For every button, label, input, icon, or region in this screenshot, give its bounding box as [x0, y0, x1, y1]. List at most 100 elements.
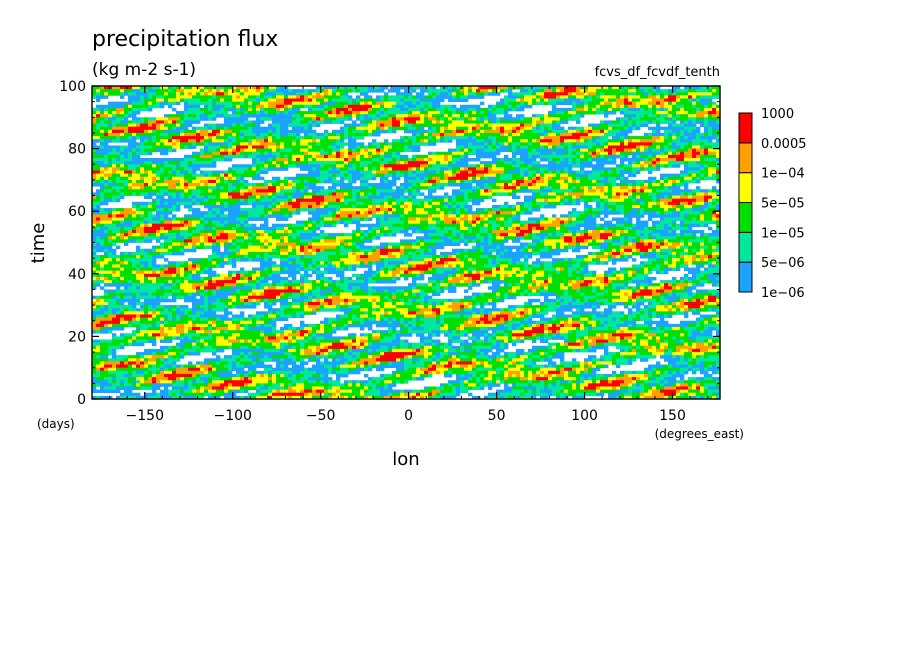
heatmap-cell — [632, 189, 637, 193]
heatmap-cell — [244, 111, 249, 115]
heatmap-cell — [320, 167, 325, 171]
heatmap-cell — [208, 92, 213, 96]
heatmap-cell — [556, 129, 561, 134]
heatmap-cell — [348, 161, 353, 165]
heatmap-cell — [128, 151, 133, 156]
heatmap-cell — [608, 132, 613, 137]
heatmap-cell — [536, 164, 541, 168]
heatmap-cell — [148, 161, 153, 165]
heatmap-cell — [320, 157, 325, 162]
heatmap-cell — [380, 154, 385, 159]
heatmap-cell — [268, 114, 273, 118]
heatmap-cell — [492, 104, 497, 109]
heatmap-cell — [644, 123, 649, 128]
heatmap-cell — [100, 192, 105, 196]
heatmap-cell — [644, 179, 649, 184]
heatmap-cell — [376, 129, 381, 134]
heatmap-cell — [136, 95, 141, 99]
heatmap-cell — [624, 132, 629, 137]
heatmap-cell — [228, 145, 233, 149]
heatmap-cell — [644, 154, 649, 159]
heatmap-cell — [532, 173, 537, 178]
heatmap-cell — [176, 86, 181, 90]
heatmap-cell — [268, 145, 273, 149]
heatmap-cell — [216, 111, 221, 115]
heatmap-cell — [452, 189, 457, 193]
heatmap-cell — [260, 161, 265, 165]
heatmap-cell — [128, 98, 133, 102]
heatmap-cell — [284, 136, 289, 140]
heatmap-cell — [576, 98, 581, 102]
heatmap-cell — [404, 89, 409, 93]
heatmap-cell — [228, 129, 233, 134]
heatmap-cell — [560, 136, 565, 140]
heatmap-cell — [636, 139, 641, 143]
heatmap-cell — [632, 114, 637, 118]
heatmap-cell — [328, 179, 333, 184]
heatmap-cell — [704, 161, 709, 165]
heatmap-cell — [140, 148, 145, 153]
heatmap-cell — [244, 129, 249, 134]
heatmap-cell — [600, 176, 605, 181]
heatmap-cell — [336, 192, 341, 196]
heatmap-cell — [644, 107, 649, 112]
heatmap-cell — [268, 95, 273, 99]
heatmap-cell — [180, 95, 185, 99]
heatmap-cell — [588, 104, 593, 109]
heatmap-cell — [296, 154, 301, 159]
heatmap-cell — [616, 136, 621, 140]
heatmap-cell — [180, 157, 185, 162]
heatmap-cell — [248, 142, 253, 146]
heatmap-cell — [156, 86, 161, 90]
heatmap-cell — [200, 173, 205, 178]
heatmap-cell — [484, 145, 489, 149]
heatmap-cell — [288, 154, 293, 159]
heatmap-cell — [240, 139, 245, 143]
heatmap-cell — [608, 120, 613, 124]
heatmap-cell — [228, 151, 233, 156]
heatmap-cell — [456, 157, 461, 162]
heatmap-cell — [164, 126, 169, 131]
heatmap-cell — [204, 151, 209, 156]
heatmap-cell — [152, 126, 157, 131]
heatmap-cell — [204, 117, 209, 121]
heatmap-cell — [384, 176, 389, 181]
heatmap-cell — [544, 183, 549, 187]
heatmap-cell — [652, 86, 657, 90]
heatmap-cell — [660, 151, 665, 156]
heatmap-cell — [572, 139, 577, 143]
heatmap-cell — [632, 183, 637, 187]
heatmap-cell — [624, 129, 629, 134]
heatmap-cell — [692, 154, 697, 159]
heatmap-cell — [424, 132, 429, 137]
heatmap-cell — [300, 157, 305, 162]
heatmap-cell — [412, 179, 417, 184]
heatmap-cell — [500, 170, 505, 174]
heatmap-cell — [548, 176, 553, 181]
heatmap-cell — [340, 86, 345, 90]
heatmap-cell — [656, 145, 661, 149]
heatmap-cell — [224, 89, 229, 93]
heatmap-cell — [256, 136, 261, 140]
heatmap-cell — [228, 167, 233, 171]
heatmap-cell — [600, 98, 605, 102]
heatmap-cell — [680, 192, 685, 196]
heatmap-cell — [248, 145, 253, 149]
heatmap-cell — [608, 183, 613, 187]
heatmap-cell — [688, 161, 693, 165]
heatmap-cell — [516, 161, 521, 165]
heatmap-cell — [100, 139, 105, 143]
heatmap-cell — [544, 167, 549, 171]
heatmap-cell — [176, 170, 181, 174]
heatmap-cell — [220, 186, 225, 190]
heatmap-cell — [172, 98, 177, 102]
heatmap-cell — [180, 189, 185, 193]
heatmap-cell — [676, 139, 681, 143]
heatmap-cell — [404, 183, 409, 187]
heatmap-cell — [364, 126, 369, 131]
heatmap-cell — [276, 157, 281, 162]
heatmap-cell — [496, 117, 501, 121]
heatmap-cell — [460, 179, 465, 184]
heatmap-cell — [380, 170, 385, 174]
heatmap-cell — [112, 195, 117, 200]
